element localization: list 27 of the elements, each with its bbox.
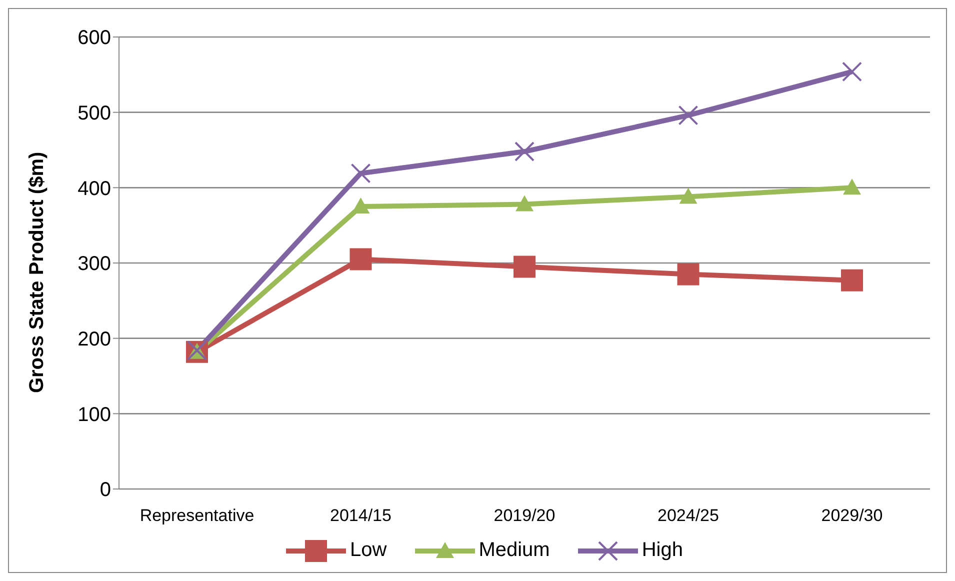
x-tick-label: 2019/20 — [494, 506, 556, 526]
point — [350, 248, 372, 270]
point — [514, 256, 536, 278]
point — [841, 269, 863, 292]
legend-label: High — [640, 539, 683, 562]
point — [350, 163, 371, 184]
y-tick-label: 200 — [78, 328, 111, 350]
y-tick-label: 400 — [78, 178, 111, 200]
legend-label: Medium — [478, 539, 550, 562]
point — [679, 188, 698, 204]
x-tick-label: 2014/15 — [330, 506, 392, 526]
x-tick-label: Representative — [140, 506, 254, 526]
y-tick-label: 600 — [78, 27, 111, 50]
x-tick-label: 2024/25 — [658, 506, 719, 526]
x-tick-label: 2029/30 — [821, 506, 883, 526]
point — [678, 105, 698, 126]
y-axis-title: Gross State Product ($m) — [26, 152, 48, 393]
point — [514, 142, 534, 162]
point — [842, 62, 862, 82]
legend-label: Low — [349, 539, 387, 562]
point — [516, 195, 534, 212]
y-tick-label: 300 — [78, 253, 111, 276]
y-tick-label: 500 — [78, 102, 111, 124]
y-tick-label: 0 — [100, 479, 111, 502]
y-tick-label: 100 — [78, 404, 111, 426]
point — [677, 263, 700, 286]
point — [843, 178, 861, 195]
